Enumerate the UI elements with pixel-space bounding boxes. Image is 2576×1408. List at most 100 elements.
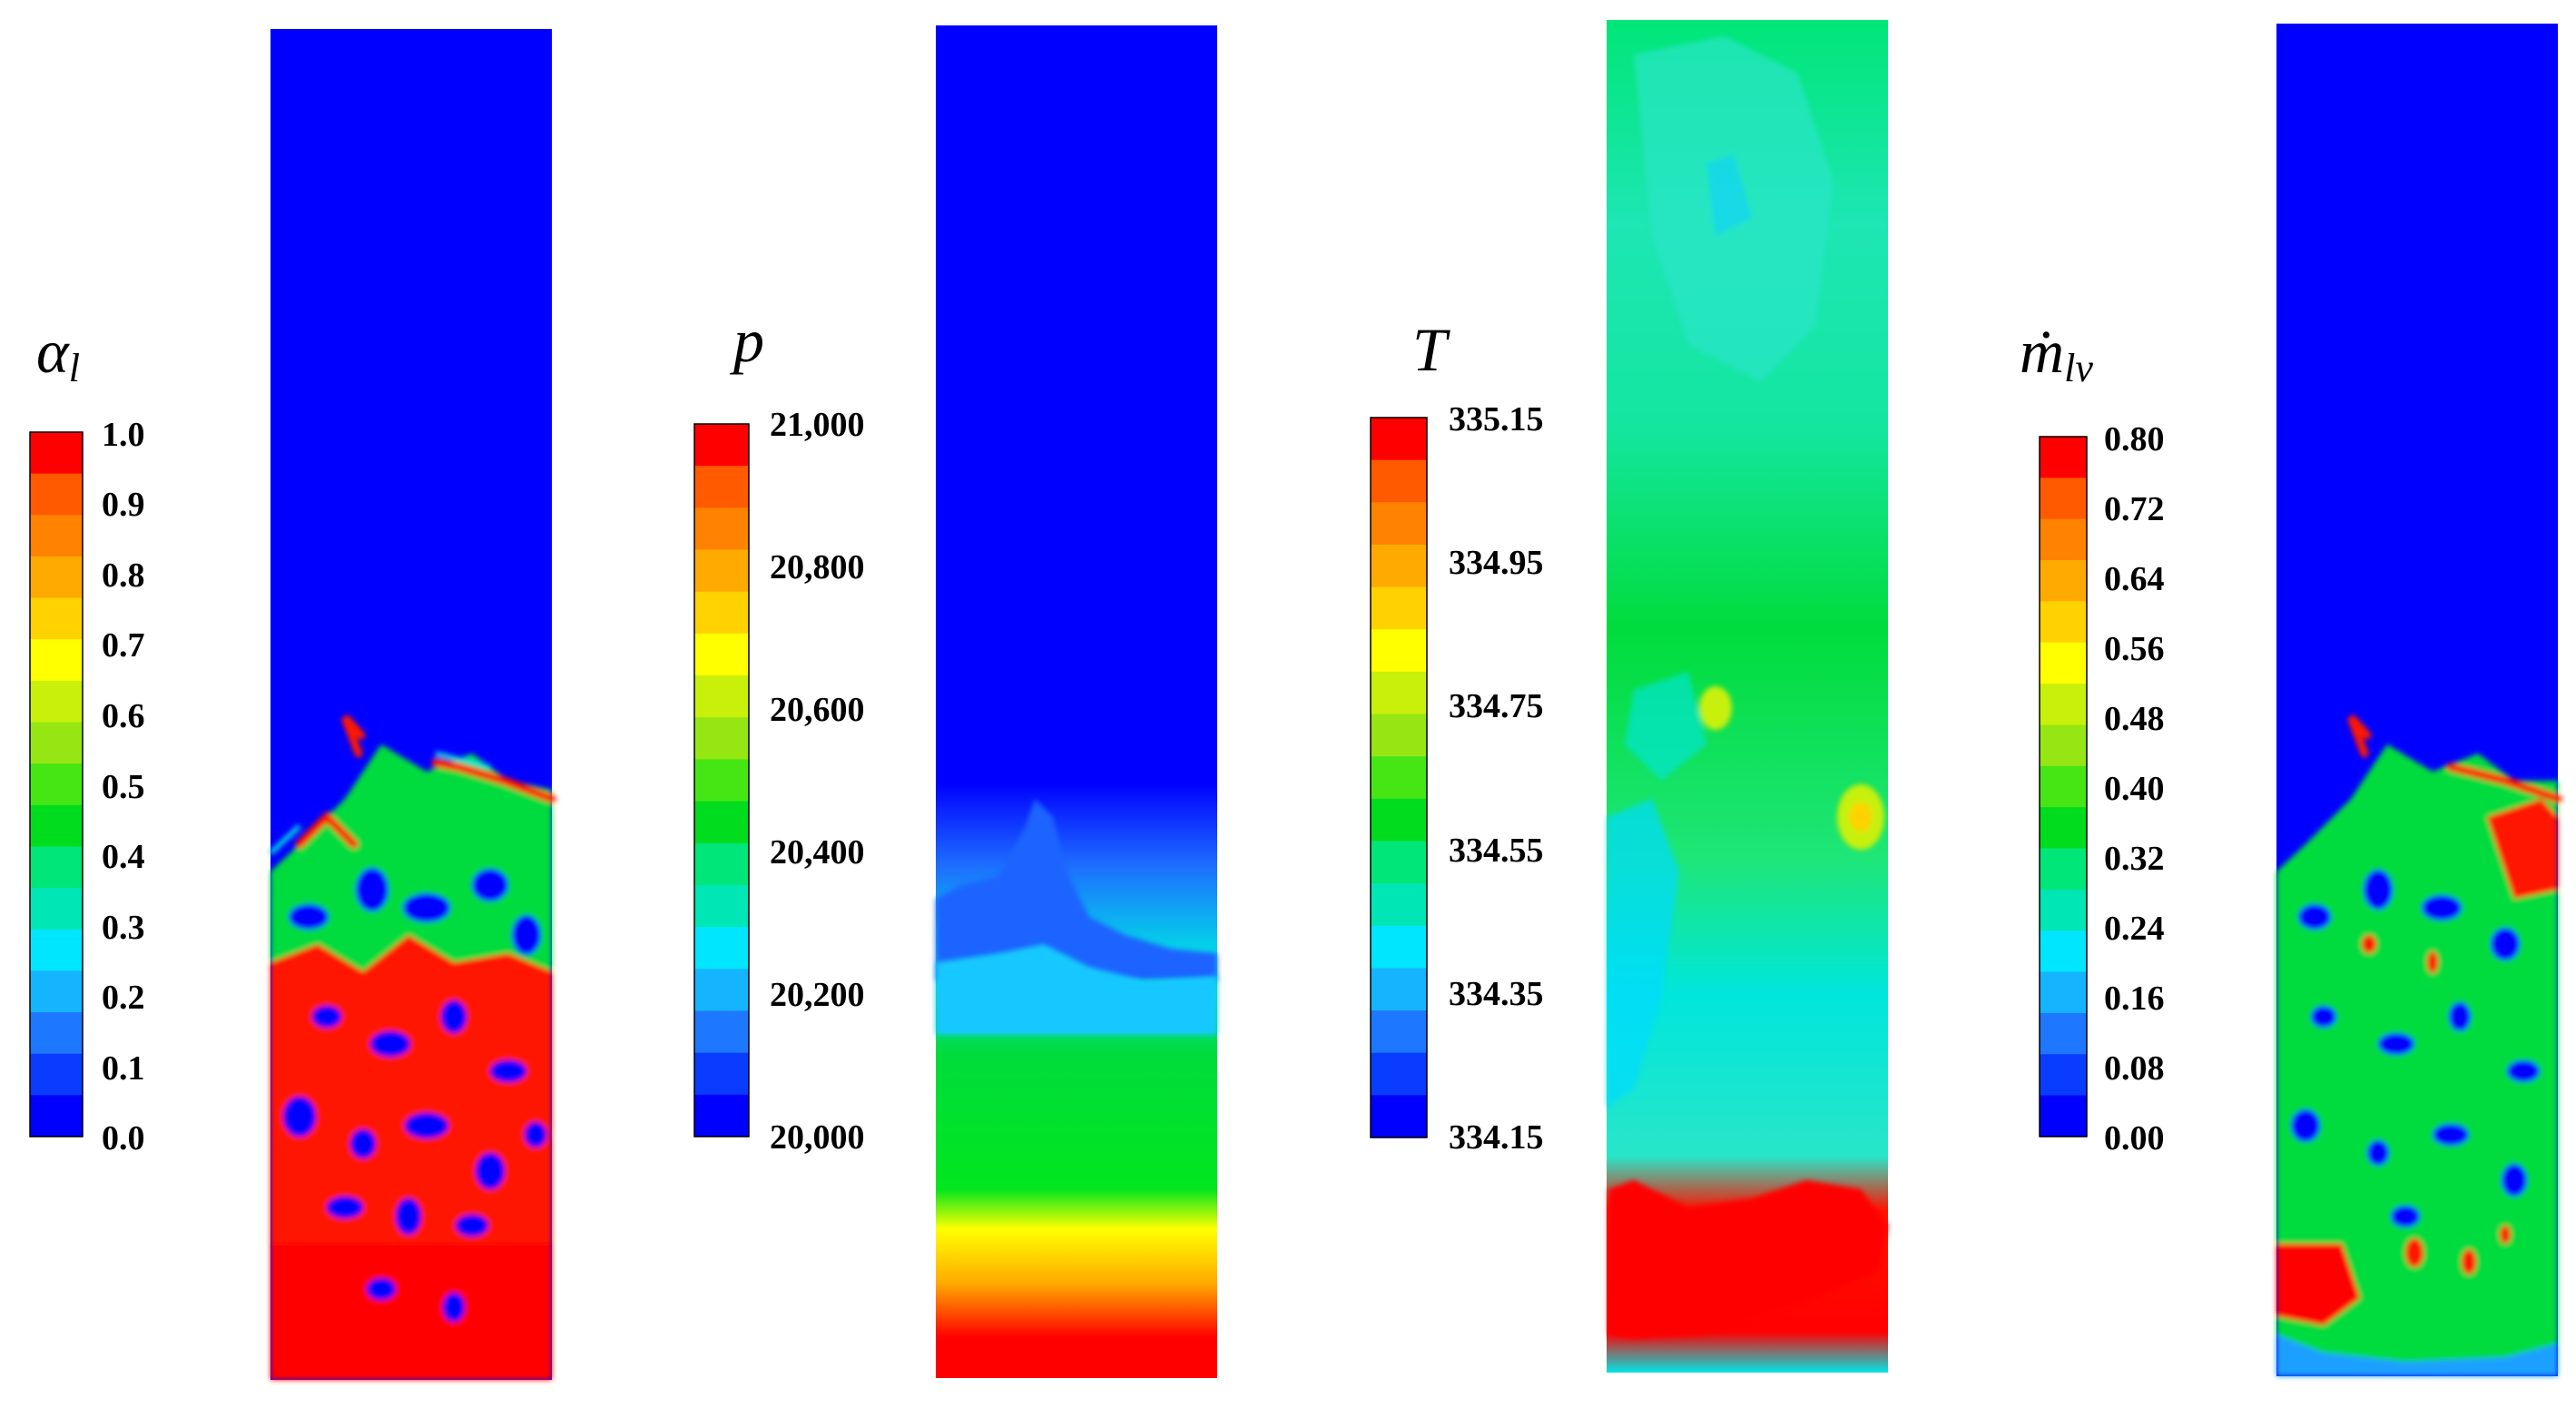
colorbar-band [2040, 601, 2087, 644]
contour-field [2276, 24, 2562, 1376]
tick-label: 21,000 [770, 406, 865, 444]
colorbar [693, 423, 750, 1137]
colorbar-band [694, 1010, 749, 1054]
contour-field [1607, 20, 1888, 1373]
colorbar-band [1371, 1095, 1427, 1138]
colorbar-ticks: 21,000 20,800 20,600 20,400 20,200 20,00… [770, 406, 865, 1157]
tick-label: 0.80 [2104, 420, 2165, 458]
colorbar-band [694, 884, 749, 928]
colorbar-band [694, 927, 749, 970]
colorbar-band [2040, 848, 2087, 891]
tick-label: 334.35 [1449, 975, 1544, 1013]
colorbar-band [2040, 642, 2087, 684]
colorbar-band [694, 1052, 749, 1096]
colorbar-band [694, 549, 749, 593]
panel-temperature: T 335.15 334.95 334.75 334.55 334.35 334… [1370, 20, 1888, 1373]
tick-label: 0.32 [2104, 840, 2165, 878]
tick-label: 0.5 [102, 768, 145, 806]
colorbar-band [30, 846, 83, 889]
colorbar-band [2040, 1012, 2087, 1055]
tick-label: 20,200 [770, 976, 865, 1014]
colorbar-band [30, 432, 83, 475]
tick-label: 1.0 [102, 416, 145, 454]
colorbar-band [30, 1012, 83, 1055]
colorbar-band [1371, 629, 1427, 673]
tick-label: 0.0 [102, 1119, 145, 1157]
colorbar-band [2040, 560, 2087, 603]
tick-label: 0.3 [102, 909, 145, 947]
contour-field [936, 25, 1217, 1378]
colorbar-band [2040, 1054, 2087, 1097]
colorbar-band [1371, 756, 1427, 800]
colorbar-symbol: T [1412, 315, 1450, 384]
colorbar-frame [693, 423, 750, 1137]
colorbar-band [2040, 971, 2087, 1014]
colorbar-band [1371, 798, 1427, 842]
colorbar-band [1371, 671, 1427, 715]
colorbar-band [30, 1053, 83, 1096]
colorbar-frame [1370, 417, 1428, 1138]
colorbar-band [30, 556, 83, 599]
tick-label: 334.55 [1449, 832, 1544, 870]
colorbar-band [694, 507, 749, 551]
tick-label: 0.4 [102, 838, 145, 876]
colorbar-symbol: αl [36, 317, 80, 390]
colorbar-band [30, 515, 83, 557]
colorbar-band [2040, 889, 2087, 931]
colorbar [1370, 417, 1428, 1138]
colorbar-band [2040, 684, 2087, 726]
tick-label: 0.48 [2104, 700, 2165, 738]
colorbar-band [2040, 765, 2087, 808]
contour-field [269, 29, 556, 1380]
colorbar-band [694, 466, 749, 508]
colorbar-band [30, 929, 83, 972]
colorbar-band [1371, 883, 1427, 927]
colorbar-band [1371, 459, 1427, 503]
colorbar-band [30, 473, 83, 516]
colorbar-band [2040, 807, 2087, 850]
colorbar-band [694, 759, 749, 802]
tick-label: 0.8 [102, 556, 145, 595]
colorbar-band [694, 801, 749, 844]
tick-label: 20,600 [770, 691, 865, 729]
colorbar-ticks: 0.80 0.72 0.64 0.56 0.48 0.40 0.32 0.24 … [2104, 420, 2165, 1157]
panel-alpha-l: αl 1.0 0.9 0.8 0.7 0.6 0.5 0.4 0.3 0.2 0… [29, 29, 556, 1380]
tick-label: 334.15 [1449, 1118, 1544, 1157]
colorbar-band [1371, 586, 1427, 630]
colorbar [29, 431, 84, 1137]
colorbar-band [694, 1094, 749, 1137]
colorbar-band [30, 804, 83, 848]
tick-label: 0.2 [102, 979, 145, 1017]
colorbar [2039, 436, 2088, 1137]
colorbar-band [1371, 841, 1427, 884]
colorbar-ticks: 1.0 0.9 0.8 0.7 0.6 0.5 0.4 0.3 0.2 0.1 … [102, 416, 145, 1157]
colorbar-band [1371, 418, 1427, 461]
colorbar-frame [29, 431, 84, 1137]
colorbar-band [1371, 968, 1427, 1011]
colorbar-band [1371, 714, 1427, 757]
panel-pressure: p 21,000 20,800 20,600 20,400 20,200 20,… [693, 25, 1217, 1378]
tick-label: 0.6 [102, 697, 145, 735]
tick-label: 0.00 [2104, 1119, 2165, 1157]
colorbar-frame [2039, 436, 2088, 1137]
colorbar-band [2040, 1095, 2087, 1137]
tick-label: 335.15 [1449, 400, 1544, 438]
colorbar-band [694, 717, 749, 761]
colorbar-band [1371, 925, 1427, 970]
colorbar-band [694, 633, 749, 676]
colorbar-band [694, 842, 749, 886]
colorbar-symbol: p [730, 306, 764, 375]
colorbar-band [2040, 930, 2087, 973]
tick-label: 0.1 [102, 1049, 145, 1088]
colorbar-band [30, 1095, 83, 1137]
tick-label: 20,000 [770, 1118, 865, 1157]
tick-label: 0.24 [2104, 910, 2165, 948]
colorbar-band [2040, 518, 2087, 561]
colorbar-band [694, 591, 749, 635]
colorbar-band [2040, 724, 2087, 767]
tick-label: 0.16 [2104, 980, 2165, 1018]
panel-mass-transfer: ṁlv 0.80 0.72 0.64 0.56 0.48 0.40 0.32 0… [2020, 24, 2562, 1376]
tick-label: 0.72 [2104, 490, 2165, 528]
colorbar-band [2040, 437, 2087, 478]
